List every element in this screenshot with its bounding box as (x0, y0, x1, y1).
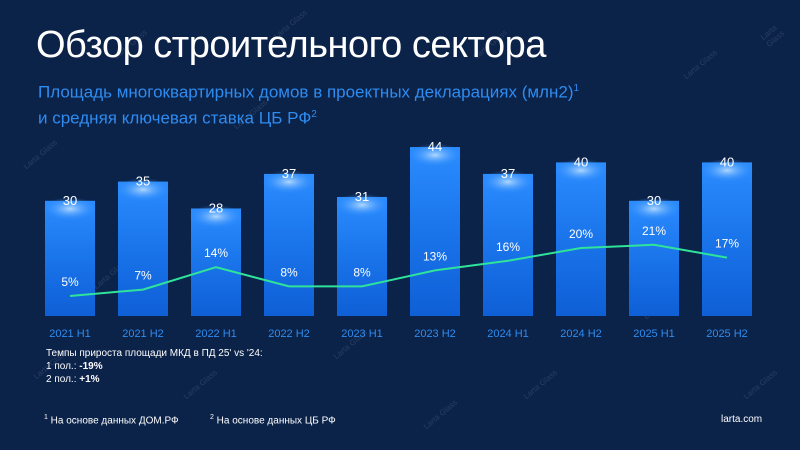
footnote-2: 2 На основе данных ЦБ РФ (210, 414, 336, 426)
x-tick-label: 2022 H1 (195, 328, 237, 340)
line-value-label: 8% (280, 265, 298, 279)
note-h1-label: 1 пол.: (46, 361, 80, 372)
site-link[interactable]: larta.com (721, 414, 763, 425)
footnote-2-mark: 2 (210, 414, 214, 421)
subtitle-line2: и средняя ключевая ставка ЦБ РФ (38, 108, 312, 128)
bar-value-label: 37 (282, 166, 296, 181)
bar-glow (700, 158, 754, 183)
x-tick-label: 2024 H2 (560, 328, 602, 340)
chart-subtitle: Площадь многоквартирных домов в проектны… (38, 78, 579, 129)
bar-value-label: 37 (501, 166, 515, 181)
footnote-2-text: На основе данных ЦБ РФ (213, 415, 336, 427)
bar-value-label: 28 (209, 200, 223, 215)
line-value-label: 14% (204, 246, 228, 260)
x-tick-label: 2025 H1 (633, 328, 675, 340)
bar-glow (481, 169, 535, 194)
note-h2-label: 2 пол.: (46, 374, 80, 385)
bar-glow (627, 196, 681, 221)
x-tick-label: 2021 H2 (122, 328, 164, 340)
bar-value-label: 44 (428, 139, 442, 154)
x-tick-label: 2023 H1 (341, 328, 383, 340)
line-value-label: 16% (496, 240, 520, 254)
x-tick-label: 2024 H1 (487, 328, 529, 340)
footnote-1-mark: 1 (44, 414, 48, 421)
line-value-label: 20% (569, 227, 593, 241)
bar-glow (189, 204, 243, 229)
subtitle-line1: Площадь многоквартирных домов в проектны… (38, 82, 574, 102)
note-heading: Темпы прироста площади МКД в ПД 25' vs '… (46, 348, 263, 359)
footnote-1: 1 На основе данных ДОМ.РФ (44, 414, 179, 426)
bar (410, 147, 460, 316)
bar-glow (335, 192, 389, 217)
line-value-label: 7% (134, 269, 152, 283)
footnote-mark-2: 2 (311, 108, 317, 120)
bar-value-label: 35 (136, 174, 150, 189)
line-value-label: 17% (715, 237, 739, 251)
x-tick-label: 2021 H1 (49, 328, 91, 340)
footnote-mark-1: 1 (573, 83, 580, 94)
x-tick-label: 2022 H2 (268, 328, 310, 340)
key-rate-line (69, 243, 728, 297)
bar-value-label: 30 (63, 193, 77, 208)
line-value-label: 21% (642, 224, 666, 238)
bar-value-label: 40 (574, 154, 588, 169)
line-value-label: 5% (61, 275, 79, 289)
bar (264, 173, 314, 316)
bar (702, 162, 752, 316)
x-tick-label: 2023 H2 (414, 328, 456, 340)
footnote-1-text: На основе данных ДОМ.РФ (47, 415, 179, 427)
bar-glow (116, 177, 170, 202)
bar (118, 181, 168, 316)
line-value-label: 13% (423, 249, 447, 263)
bar-value-label: 30 (647, 193, 661, 208)
line-value-label: 8% (353, 265, 371, 279)
bar (556, 162, 606, 316)
bar-glow (408, 143, 462, 168)
growth-note: Темпы прироста площади МКД в ПД 25' vs '… (46, 347, 263, 386)
page-title: Обзор строительного сектора (36, 24, 546, 66)
note-h1-value: -19% (79, 361, 103, 372)
x-tick-label: 2025 H2 (706, 328, 748, 340)
bar-value-label: 31 (355, 189, 369, 204)
bar-glow (262, 169, 316, 194)
bar-glow (554, 158, 608, 183)
bar-value-label: 40 (720, 154, 734, 169)
note-h2-value: +1% (79, 374, 100, 385)
bar-glow (43, 196, 97, 221)
bar (483, 173, 533, 316)
